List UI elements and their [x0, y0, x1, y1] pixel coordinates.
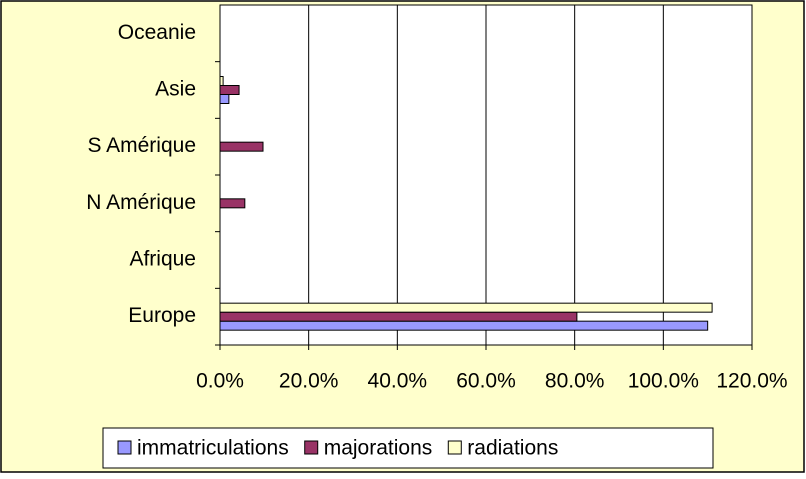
bar [219, 141, 264, 152]
bar [219, 198, 246, 209]
y-tick-label: S Amérique [87, 134, 196, 157]
x-tick-label: 0.0% [196, 370, 244, 393]
x-tick-label: 100.0% [628, 370, 699, 393]
legend-label: majorations [324, 437, 433, 460]
bar [219, 320, 709, 331]
legend-swatch [447, 440, 462, 455]
y-tick-label: Europe [128, 304, 196, 327]
x-tick-label: 80.0% [545, 370, 605, 393]
legend-label: radiations [467, 437, 558, 460]
x-tick-label: 60.0% [456, 370, 516, 393]
legend-label: immatriculations [137, 437, 289, 460]
legend-swatch [304, 440, 319, 455]
y-tick-label: Asie [155, 78, 196, 101]
legend [102, 427, 714, 469]
bar [219, 302, 713, 313]
legend-swatch [117, 440, 132, 455]
bar [219, 85, 240, 95]
bar [219, 311, 578, 322]
y-tick-label: N Amérique [86, 191, 196, 214]
y-tick-label: Oceanie [118, 21, 196, 44]
x-tick-label: 120.0% [716, 370, 787, 393]
x-tick-label: 20.0% [279, 370, 339, 393]
y-tick-label: Afrique [129, 248, 196, 271]
x-tick-label: 40.0% [368, 370, 428, 393]
bar [219, 94, 230, 104]
